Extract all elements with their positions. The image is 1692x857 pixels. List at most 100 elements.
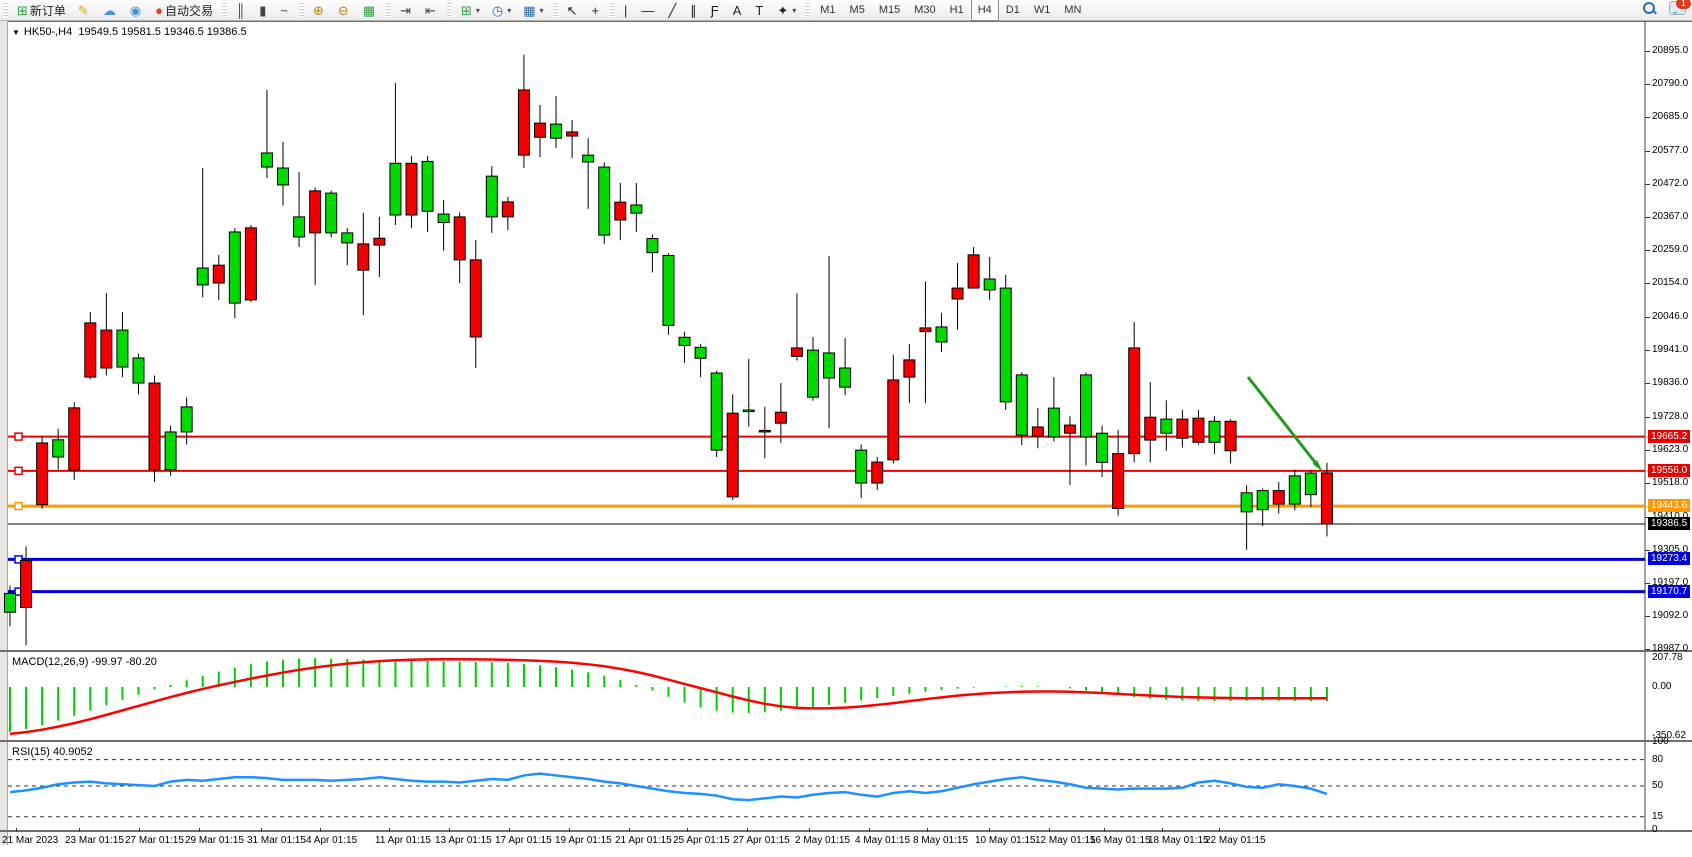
metaeditor-button[interactable]: ✎ — [73, 0, 96, 20]
bull-candle — [935, 326, 948, 343]
bear-candle — [212, 264, 225, 284]
macd-pane-canvas[interactable] — [0, 652, 1692, 740]
timeframe-m30[interactable]: M30 — [914, 4, 936, 16]
timeframe-mn[interactable]: MN — [1064, 4, 1082, 16]
bear-candle — [871, 461, 884, 484]
bear-candle — [1031, 426, 1044, 437]
toolbar-group-scroll: ⇥ ⇤ — [394, 0, 444, 20]
time-tick-label: 21 Mar 2023 — [2, 835, 59, 846]
chart-shift-button[interactable]: ⇤ — [420, 0, 443, 20]
timeframe-h1[interactable]: H1 — [949, 4, 964, 16]
channel-button[interactable]: ∥ — [685, 0, 704, 20]
signals-button[interactable]: ◉ — [125, 0, 148, 20]
zoom-in-button[interactable]: ⊕ — [308, 0, 331, 20]
profiles-icon: ◷ — [491, 2, 504, 18]
macd-indicator-label: MACD(12,26,9) -99.97 -80.20 — [12, 656, 157, 668]
toolbar-grip — [299, 3, 305, 17]
support-line-blue-1-handle — [14, 555, 23, 564]
bull-candle — [807, 349, 819, 398]
bull-candle — [485, 175, 498, 218]
crosshair-button[interactable]: + — [586, 0, 606, 20]
timeframe-m1[interactable]: M1 — [820, 4, 836, 16]
zoom-out-button[interactable]: ⊖ — [333, 0, 356, 20]
main-toolbar: ⊞ 新订单 ✎ ☁ ◉ ● 自动交易 ║ ▮ ~ ⊕ ⊖ ▦ ⇥ ⇤ ⊞ ▾ ◷ ▾ ▦ ▾ ↖ + | — ╱ ∥ Ƒ A T ✦ ▾ M1 M… — [0, 0, 1692, 21]
new-chart-dropdown[interactable]: ⊞ ▾ — [456, 0, 485, 20]
search-icon[interactable] — [1643, 2, 1657, 15]
price-tick-mark — [1645, 116, 1650, 118]
fibonacci-button[interactable]: Ƒ — [706, 0, 726, 20]
macd-scale-label: -350.62 — [1652, 730, 1686, 742]
price-axis[interactable]: 20895.0 20790.0 20685.0 20577.0 20472.0 20367… — [1645, 21, 1692, 835]
template-icon: ▦ — [523, 2, 536, 18]
bull-candle — [260, 152, 273, 168]
bear-candle — [1320, 472, 1333, 525]
shapes-dropdown[interactable]: ✦ ▾ — [772, 0, 801, 20]
collapse-triangle-icon[interactable]: ▼ — [12, 28, 20, 37]
auto-scroll-button[interactable]: ⇥ — [395, 0, 418, 20]
timeframe-d1[interactable]: D1 — [1005, 4, 1020, 16]
time-tick-label: 13 Apr 01:15 — [435, 835, 492, 846]
toolbar-grip — [552, 3, 558, 17]
bar-chart-button[interactable]: ║ — [231, 0, 252, 20]
bull-candle — [196, 267, 209, 286]
profiles-dropdown[interactable]: ◷ ▾ — [487, 0, 516, 20]
main-chart-canvas[interactable] — [0, 21, 1692, 650]
new-order-button[interactable]: ⊞ 新订单 — [12, 0, 71, 20]
time-tick-label: 27 Apr 01:15 — [733, 835, 790, 846]
toolbar-group-cursor: ↖ + — [561, 0, 608, 20]
chevron-down-icon: ▾ — [507, 5, 512, 15]
pane-separator-rsi[interactable] — [0, 740, 1692, 742]
bar-chart-icon: ║ — [236, 2, 246, 18]
time-tick-label: 23 Mar 01:15 — [65, 835, 124, 846]
label-icon: T — [755, 2, 764, 18]
toolbar-grip — [3, 3, 8, 17]
bull-candle — [293, 216, 306, 238]
timeframe-m15[interactable]: M15 — [878, 4, 901, 16]
vertical-line-button[interactable]: | — [619, 0, 634, 20]
bear-candle — [501, 201, 514, 218]
tile-windows-button[interactable]: ▦ — [358, 0, 382, 20]
ohlc-values: 19549.5 19581.5 19346.5 19386.5 — [78, 26, 247, 38]
candlestick-chart-button[interactable]: ▮ — [254, 0, 273, 20]
bull-candle — [694, 346, 707, 359]
horizontal-line-button[interactable]: — — [636, 0, 661, 20]
label-button[interactable]: T — [750, 0, 770, 20]
time-tick-mark — [809, 828, 810, 832]
bear-candle — [517, 89, 530, 156]
chart-title: ▼ HK50-,H4 19549.5 19581.5 19346.5 19386.… — [12, 26, 247, 38]
bear-candle — [1272, 490, 1285, 505]
timeframe-h4[interactable]: H4 — [970, 0, 999, 21]
bear-candle — [887, 379, 900, 461]
chat-icon[interactable]: 1 — [1669, 0, 1691, 15]
pane-separator-macd[interactable] — [0, 650, 1692, 652]
symbol-period-label: HK50-,H4 — [23, 26, 73, 38]
price-badge: 19273.4 — [1648, 552, 1691, 566]
time-tick-label: 22 May 01:15 — [1205, 835, 1266, 846]
time-tick-mark — [79, 828, 80, 832]
autotrading-button[interactable]: ● 自动交易 — [150, 0, 218, 20]
line-chart-button[interactable]: ~ — [275, 0, 295, 20]
rsi-scale-label: 50 — [1652, 780, 1664, 791]
price-tick-mark — [1645, 150, 1650, 152]
timeframe-w1[interactable]: W1 — [1033, 4, 1051, 16]
timeframe-m5[interactable]: M5 — [849, 4, 865, 16]
toolbar-grip — [446, 3, 452, 17]
rsi-pane-canvas[interactable] — [0, 742, 1692, 830]
bull-candle — [52, 439, 65, 458]
time-tick-label: 31 Mar 01:15 — [247, 835, 306, 846]
bear-candle — [36, 442, 49, 506]
trendline-button[interactable]: ╱ — [663, 0, 683, 20]
text-button[interactable]: A — [728, 0, 749, 20]
price-tick-mark — [1645, 383, 1650, 385]
community-button[interactable]: ☁ — [98, 0, 123, 20]
price-tick-mark — [1645, 482, 1650, 484]
template-dropdown[interactable]: ▦ ▾ — [518, 0, 548, 20]
bear-candle — [1063, 424, 1076, 434]
cursor-button[interactable]: ↖ — [562, 0, 585, 20]
pane-separator-bottom — [0, 830, 1692, 832]
macd-signal-line — [9, 658, 1327, 736]
time-tick-mark — [869, 828, 870, 832]
chart-shift-icon: ⇤ — [425, 2, 436, 18]
metaeditor-icon: ✎ — [77, 2, 89, 18]
time-axis[interactable]: 21 Mar 2023 23 Mar 01:15 27 Mar 01:15 29 Ma… — [0, 828, 1692, 852]
